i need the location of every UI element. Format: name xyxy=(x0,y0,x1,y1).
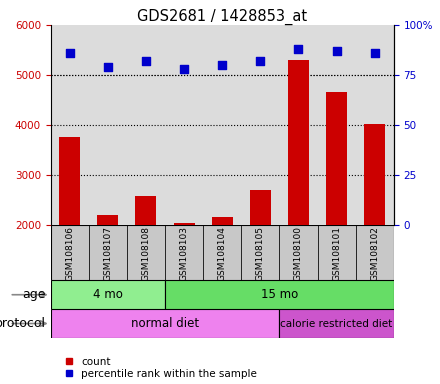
Legend: count, percentile rank within the sample: count, percentile rank within the sample xyxy=(65,357,257,379)
Text: GSM108106: GSM108106 xyxy=(65,226,74,281)
Point xyxy=(104,64,111,70)
Bar xyxy=(136,196,157,225)
Text: GSM108105: GSM108105 xyxy=(256,226,265,281)
Point xyxy=(219,62,226,68)
Point xyxy=(66,50,73,56)
Bar xyxy=(212,217,233,225)
Title: GDS2681 / 1428853_at: GDS2681 / 1428853_at xyxy=(137,9,307,25)
Bar xyxy=(165,225,203,280)
Text: 15 mo: 15 mo xyxy=(261,288,298,301)
Bar xyxy=(288,60,309,225)
Bar xyxy=(356,225,394,280)
Text: GSM108100: GSM108100 xyxy=(294,226,303,281)
Text: GSM108101: GSM108101 xyxy=(332,226,341,281)
Text: 4 mo: 4 mo xyxy=(93,288,123,301)
Point xyxy=(333,48,340,54)
Point xyxy=(143,58,150,64)
Text: GSM108103: GSM108103 xyxy=(180,226,189,281)
Text: normal diet: normal diet xyxy=(131,317,199,330)
Text: calorie restricted diet: calorie restricted diet xyxy=(280,318,393,329)
Bar xyxy=(165,280,394,309)
Bar xyxy=(89,225,127,280)
Text: age: age xyxy=(23,288,46,301)
Bar xyxy=(174,223,194,225)
Bar xyxy=(51,225,89,280)
Point xyxy=(295,46,302,52)
Bar xyxy=(241,225,279,280)
Bar xyxy=(127,225,165,280)
Bar xyxy=(279,225,318,280)
Text: protocol: protocol xyxy=(0,317,46,330)
Bar xyxy=(250,190,271,225)
Point xyxy=(180,66,187,72)
Bar xyxy=(364,124,385,225)
Bar xyxy=(97,215,118,225)
Point xyxy=(257,58,264,64)
Point xyxy=(371,50,378,56)
Bar xyxy=(318,225,356,280)
Text: GSM108107: GSM108107 xyxy=(103,226,112,281)
Bar xyxy=(279,309,394,338)
Text: GSM108108: GSM108108 xyxy=(141,226,150,281)
Text: GSM108102: GSM108102 xyxy=(370,226,379,281)
Bar xyxy=(326,93,347,225)
Bar xyxy=(51,309,279,338)
Bar xyxy=(59,137,80,225)
Bar xyxy=(51,280,165,309)
Text: GSM108104: GSM108104 xyxy=(218,226,227,281)
Bar xyxy=(203,225,241,280)
